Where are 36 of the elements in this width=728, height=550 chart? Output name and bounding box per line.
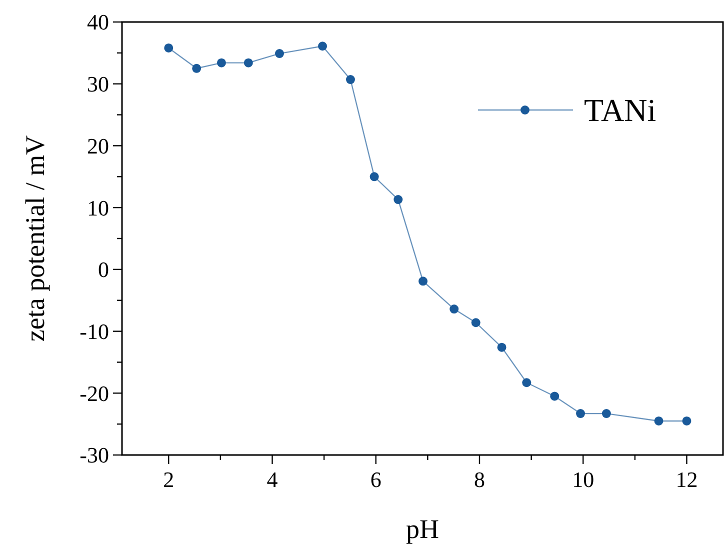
y-tick-label: -20 [80, 380, 109, 406]
point [275, 49, 284, 58]
x-tick-label: 6 [370, 467, 382, 492]
point [192, 64, 202, 73]
point [522, 378, 532, 388]
x-tick-label: 10 [572, 467, 594, 492]
point [394, 195, 403, 204]
point [682, 416, 692, 426]
x-tick-label: 8 [474, 467, 485, 492]
point [164, 43, 174, 52]
x-tick-label: 2 [163, 467, 174, 492]
y-tick-label: 20 [87, 133, 109, 158]
point [318, 42, 328, 51]
y-tick-label: 0 [98, 257, 109, 282]
point [576, 409, 586, 418]
point [370, 172, 379, 182]
y-tick-label: 10 [87, 195, 109, 220]
x-tick-label: 12 [676, 467, 698, 492]
point [550, 392, 560, 401]
x-axis-title: pH [406, 514, 439, 544]
y-tick-label: -10 [80, 318, 109, 344]
y-tick-label: -30 [80, 442, 109, 468]
point [346, 75, 355, 84]
point [602, 409, 611, 418]
y-axis-title: zeta potential / mV [20, 134, 50, 342]
y-tick-label: 40 [87, 10, 109, 35]
point [244, 58, 253, 68]
point [450, 304, 459, 314]
x-tick-label: 4 [266, 467, 278, 492]
point [216, 58, 226, 68]
point [654, 416, 664, 426]
point [471, 318, 480, 328]
y-tick-label: 30 [87, 72, 109, 97]
point [497, 342, 506, 352]
legend-label: TANi [584, 92, 656, 128]
point [418, 276, 428, 286]
